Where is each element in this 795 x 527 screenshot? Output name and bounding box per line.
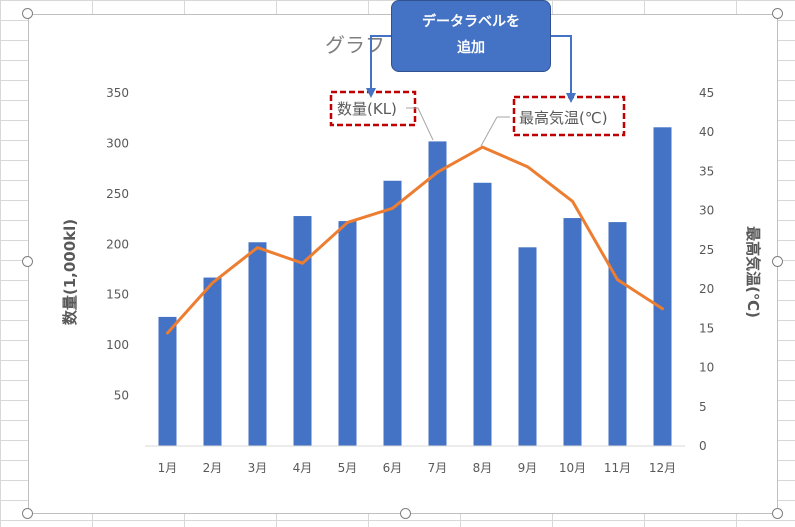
x-tick-label: 5月 [338,461,358,475]
x-tick-label: 11月 [604,461,631,475]
x-tick-label: 9月 [518,461,538,475]
series1-label: 数量(KL) [337,100,397,118]
callout-arrow-right [551,35,572,97]
callout-arrow-right-head [566,93,576,103]
callout-arrow-left-head [366,88,376,98]
bar-9[interactable] [518,247,537,446]
resize-handle-middle-right[interactable] [772,256,783,267]
right-tick-label: 40 [699,125,714,139]
right-tick-label: 0 [699,439,707,453]
x-tick-label: 12月 [649,461,676,475]
callout-line1: データラベルを [422,14,520,30]
bar-2[interactable] [203,277,222,446]
right-tick-label: 35 [699,164,714,178]
right-tick-label: 5 [699,400,707,414]
series1-leader-line-2 [417,107,434,141]
left-tick-label: 100 [106,338,129,352]
x-tick-label: 6月 [383,461,403,475]
left-tick-label: 200 [106,237,129,251]
bar-8[interactable] [473,182,492,446]
right-tick-label: 45 [699,86,714,100]
left-axis-ticks: 50 100 150 200 250 300 350 [106,86,129,403]
bar-12[interactable] [653,127,672,446]
bar-5[interactable] [338,221,357,446]
bar-10[interactable] [563,218,582,446]
right-tick-label: 10 [699,361,714,375]
x-tick-label: 8月 [473,461,493,475]
left-tick-label: 50 [114,389,129,403]
bar-7[interactable] [428,141,447,446]
resize-handle-middle-left[interactable] [22,256,33,267]
bar-1[interactable] [158,316,177,446]
temperature-line [166,145,664,335]
x-tick-label: 10月 [559,461,586,475]
callout-arrow-left [370,35,391,92]
x-tick-label: 4月 [293,461,313,475]
left-axis-title: 数量(1,000kl) [61,219,79,325]
x-tick-label: 1月 [158,461,178,475]
resize-handle-top-left[interactable] [22,8,33,19]
left-tick-label: 250 [106,187,129,201]
bar-11[interactable] [608,222,627,446]
left-tick-label: 150 [106,288,129,302]
right-tick-label: 30 [699,204,714,218]
series2-leader-line-2 [480,116,498,147]
bar-series [158,127,672,446]
bar-3[interactable] [248,242,267,446]
resize-handle-top-right[interactable] [772,8,783,19]
right-tick-label: 15 [699,321,714,335]
resize-handle-bottom-right[interactable] [772,508,783,519]
x-axis-ticks: 1月 2月 3月 4月 5月 6月 7月 8月 9月 10月 11月 12月 [158,461,676,475]
bar-4[interactable] [293,216,312,446]
x-tick-label: 3月 [248,461,268,475]
callout-line2: 追加 [457,40,485,56]
left-tick-label: 300 [106,136,129,150]
x-tick-label: 7月 [428,461,448,475]
x-tick-label: 2月 [203,461,223,475]
series2-label: 最高気温(℃) [519,109,608,127]
resize-handle-bottom-center[interactable] [400,508,411,519]
chart-area[interactable] [28,14,778,514]
right-axis-ticks: 0 5 10 15 20 25 30 35 40 45 [699,86,714,453]
resize-handle-bottom-left[interactable] [22,508,33,519]
add-data-label-callout: データラベルを 追加 [391,0,551,72]
bar-6[interactable] [383,180,402,446]
right-tick-label: 25 [699,243,714,257]
left-tick-label: 350 [106,86,129,100]
right-axis-title: 最高気温(℃) [744,226,762,318]
right-tick-label: 20 [699,282,714,296]
